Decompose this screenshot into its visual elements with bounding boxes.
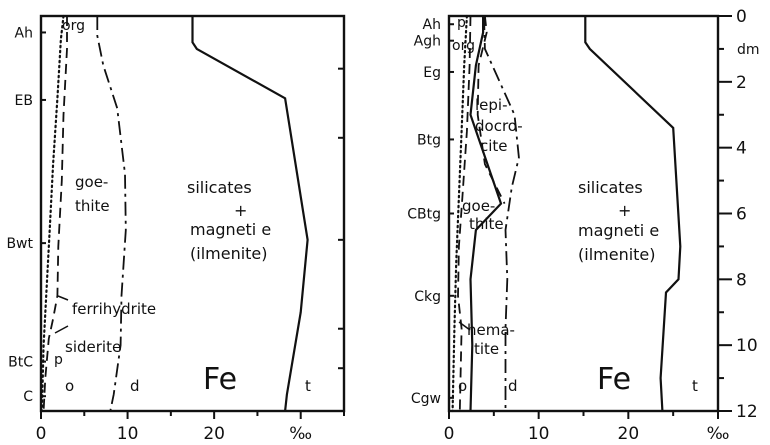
left-horizon-label: Bwt [6, 236, 33, 252]
left-profile-panel: Ah EB Bwt BtC C 0 10 20 ‰ org goe- thite silica… [6, 14, 346, 444]
right-label-silicates: silicates [578, 178, 643, 197]
right-label-hematite-2: tite [474, 340, 499, 358]
right-label-fe: Fe [597, 362, 631, 397]
left-horizon-label: BtC [8, 355, 33, 371]
left-ferrihydrite-leader [57, 295, 69, 301]
right-label-o: o [458, 377, 467, 395]
right-curve-solid-2 [469, 16, 503, 412]
left-horizon-label: C [23, 389, 33, 405]
right-ylabel: dm [737, 42, 760, 58]
right-label-lepidocrocite-3: cite [480, 137, 508, 155]
right-label-t: t [692, 377, 698, 395]
right-y-tick-label: 2 [736, 73, 747, 93]
right-horizon-label: Cgw [411, 391, 441, 407]
left-curve-d-2 [96, 16, 127, 412]
right-y-tick-label: 6 [736, 205, 747, 225]
right-label-magnetite: magneti e [578, 221, 659, 240]
left-label-magnetite: magneti e [190, 220, 271, 239]
left-x-tick-label: 10 [117, 424, 139, 444]
left-curve-t-3 [191, 16, 309, 412]
right-y-tick-label: 8 [736, 270, 747, 290]
right-horizon-label: Agh [414, 34, 441, 50]
right-label-lepidocrocite-1: lepi- [475, 96, 508, 114]
left-label-d: d [130, 377, 140, 395]
right-horizon-label: Ah [423, 17, 441, 33]
left-label-plus: + [234, 201, 247, 220]
right-horizon-label: CBtg [407, 207, 441, 223]
left-curve-dashed-1 [42, 16, 68, 412]
left-horizon-label: EB [15, 93, 33, 109]
left-label-org: org [62, 18, 85, 34]
right-label-lepidocrocite-2: docro- [475, 117, 523, 135]
right-label-plus: + [618, 201, 631, 220]
left-label-silicates: silicates [187, 178, 252, 197]
left-label-fe: Fe [203, 362, 237, 397]
right-x-tick-label: ‰ [707, 424, 730, 444]
right-y-tick-label: 10 [736, 336, 758, 356]
left-label-goethite-1: goe- [75, 173, 108, 191]
left-siderite-leader [54, 325, 69, 334]
left-horizon-label: Ah [15, 25, 33, 41]
right-curve-t-5 [584, 16, 682, 412]
left-label-goethite-2: thite [75, 197, 110, 215]
right-label-p: p [457, 15, 466, 31]
left-label-t: t [305, 377, 311, 395]
right-label-org: org [452, 38, 475, 54]
right-curve-d-4 [483, 15, 520, 411]
right-horizon-label: Ckg [414, 289, 441, 305]
left-curve-o-0 [40, 14, 65, 413]
left-label-ilmenite: (ilmenite) [190, 244, 268, 263]
right-x-tick-label: 10 [528, 424, 550, 444]
right-horizon-label: Btg [417, 132, 441, 148]
right-hematite-leader [458, 321, 471, 331]
right-curve-o-0 [451, 14, 468, 413]
left-x-tick-label: 0 [36, 424, 47, 444]
left-label-p: p [54, 352, 63, 368]
right-y-tick-label: 12 [736, 402, 758, 422]
right-label-hematite-1: hema- [467, 321, 515, 339]
right-horizon-label: Eg [423, 65, 441, 81]
left-x-tick-label: 20 [203, 424, 225, 444]
left-label-siderite: siderite [65, 338, 121, 356]
right-label-ilmenite: (ilmenite) [578, 245, 656, 264]
right-y-tick-label: 0 [736, 7, 747, 27]
left-label-o: o [65, 377, 74, 395]
right-x-tick-label: 20 [618, 424, 640, 444]
right-y-tick-label: 4 [736, 139, 747, 159]
right-x-tick-label: 0 [444, 424, 455, 444]
left-x-tick-label: ‰ [289, 424, 312, 444]
right-label-goethite-2: thite [469, 215, 504, 233]
left-label-ferrihydrite: ferrihydrite [72, 300, 156, 318]
right-label-goethite-1: goe- [462, 197, 495, 215]
right-label-d: d [508, 377, 518, 395]
